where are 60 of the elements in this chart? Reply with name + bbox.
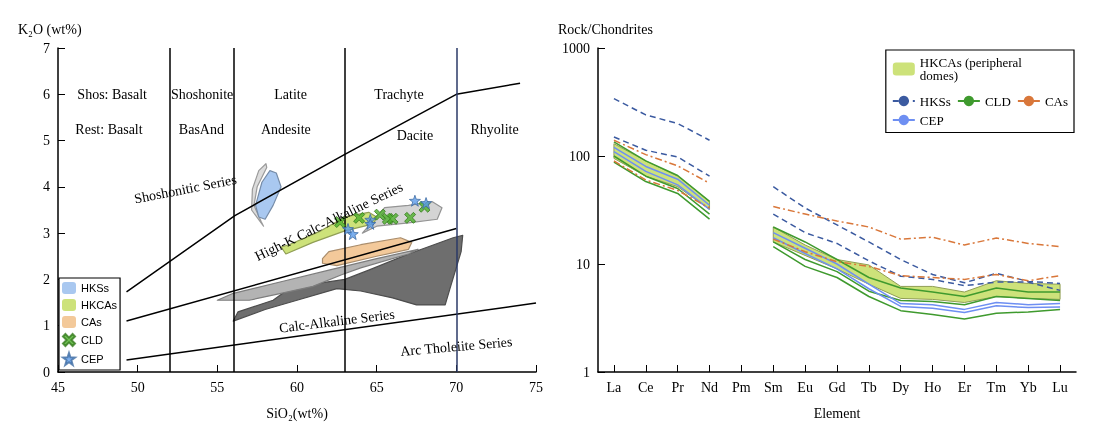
x-tick-label: Dy bbox=[892, 379, 910, 395]
y-tick-label: 100 bbox=[569, 148, 590, 164]
x-tick-label: Nd bbox=[700, 379, 719, 395]
x-tick-label: Gd bbox=[828, 379, 846, 395]
x-tick-label: 65 bbox=[369, 379, 384, 395]
legend-label: HKCAs (peripheral domes) bbox=[919, 55, 1026, 83]
annotation: Trachyte bbox=[374, 86, 424, 102]
y-axis-title: Rock/Chondrites bbox=[558, 21, 653, 37]
legend-label: CLD bbox=[81, 334, 104, 346]
x-tick-label: Tb bbox=[861, 379, 877, 395]
y-tick-label: 2 bbox=[43, 271, 50, 287]
legend-label: HKSs bbox=[919, 93, 951, 109]
x-tick-label: 45 bbox=[51, 379, 65, 395]
annotation: Shos: Basalt bbox=[77, 86, 148, 102]
annotation: Andesite bbox=[260, 121, 311, 137]
annotation: Rest: Basalt bbox=[75, 121, 143, 137]
legend-label: CEP bbox=[81, 353, 104, 365]
x-axis-title: SiO₂(wt%) bbox=[266, 405, 329, 422]
x-tick-label: Tm bbox=[986, 379, 1007, 395]
x-tick-label: 60 bbox=[290, 379, 304, 395]
y-tick-label: 10 bbox=[576, 256, 590, 272]
legend-label: HKCAs bbox=[81, 299, 118, 311]
annotation: Arc Tholeiite Series bbox=[399, 334, 513, 359]
annotation: Dacite bbox=[396, 128, 434, 144]
y-tick-label: 0 bbox=[43, 364, 50, 380]
x-tick-label: La bbox=[606, 379, 623, 395]
y-tick-label: 1 bbox=[43, 318, 50, 334]
legend-label: CLD bbox=[984, 93, 1011, 109]
x-tick-label: 70 bbox=[449, 379, 464, 395]
x-tick-label: Lu bbox=[1052, 379, 1068, 395]
x-tick-label: Yb bbox=[1019, 379, 1037, 395]
y-tick-label: 3 bbox=[43, 225, 50, 241]
y-tick-label: 4 bbox=[43, 179, 50, 195]
x-axis-title: Element bbox=[813, 405, 861, 421]
annotation: Calc-Alkaline Series bbox=[278, 306, 396, 336]
annotation: Rhyolite bbox=[470, 121, 519, 137]
x-tick-label: 55 bbox=[210, 379, 225, 395]
legend-label: HKSs bbox=[81, 282, 110, 294]
x-tick-label: Eu bbox=[797, 379, 813, 395]
x-tick-label: Ho bbox=[924, 379, 942, 395]
y-tick-label: 6 bbox=[43, 86, 50, 102]
x-tick-label: Pr bbox=[671, 379, 685, 395]
annotation: Shoshonite bbox=[171, 86, 234, 102]
y-tick-label: 7 bbox=[43, 40, 50, 56]
annotation: Latite bbox=[274, 86, 307, 102]
x-tick-label: Er bbox=[957, 379, 972, 395]
y-tick-label: 1 bbox=[583, 364, 590, 380]
legend-label: CEP bbox=[919, 112, 944, 128]
legend-label: CAs bbox=[1044, 93, 1069, 109]
y-axis-title: K₂O (wt%) bbox=[18, 21, 82, 38]
annotation: BasAnd bbox=[178, 121, 224, 137]
x-tick-label: Pm bbox=[732, 379, 751, 395]
x-tick-label: Sm bbox=[763, 379, 783, 395]
y-tick-label: 1000 bbox=[562, 40, 590, 56]
y-tick-label: 5 bbox=[43, 133, 50, 149]
x-tick-label: 50 bbox=[130, 379, 145, 395]
x-tick-label: Ce bbox=[638, 379, 654, 395]
annotation: Shoshonitic Series bbox=[133, 171, 238, 207]
x-tick-label: 75 bbox=[529, 379, 543, 395]
legend-label: CAs bbox=[81, 316, 103, 328]
